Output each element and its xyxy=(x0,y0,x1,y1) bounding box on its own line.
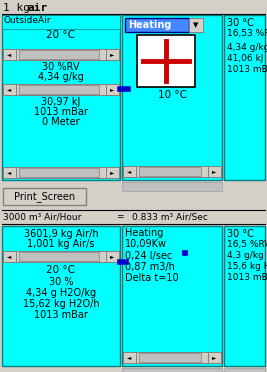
Text: 3601,9 kg Air/h: 3601,9 kg Air/h xyxy=(24,229,98,239)
Text: Heating: Heating xyxy=(128,20,171,30)
Bar xyxy=(19,252,99,261)
Bar xyxy=(224,15,265,180)
Bar xyxy=(182,250,187,255)
Text: 4,34 g/kg: 4,34 g/kg xyxy=(38,72,84,82)
Text: 1,001 kg Air/s: 1,001 kg Air/s xyxy=(27,239,95,249)
Text: 20 °C: 20 °C xyxy=(46,30,76,40)
Bar xyxy=(3,49,16,60)
Text: ►: ► xyxy=(110,254,115,259)
Text: ◄: ◄ xyxy=(7,52,12,57)
Text: 4,3 g/kg: 4,3 g/kg xyxy=(227,251,264,260)
Text: 16,5 %RV: 16,5 %RV xyxy=(227,240,267,249)
Text: 0 Meter: 0 Meter xyxy=(42,117,80,127)
Text: ►: ► xyxy=(212,169,217,174)
Bar xyxy=(3,84,119,95)
Text: 0,24 l/sec: 0,24 l/sec xyxy=(125,251,172,261)
Text: ◄: ◄ xyxy=(7,254,12,259)
Bar xyxy=(122,182,222,191)
Bar xyxy=(122,226,222,366)
Text: ►: ► xyxy=(110,52,115,57)
Text: 3000 m³ Air/Hour: 3000 m³ Air/Hour xyxy=(3,212,81,221)
Bar xyxy=(123,166,221,177)
Bar xyxy=(106,167,119,178)
Text: 41,06 kJ: 41,06 kJ xyxy=(227,54,263,63)
Text: 20 °C: 20 °C xyxy=(46,265,76,275)
Bar xyxy=(208,352,221,363)
Text: 1013 mBar: 1013 mBar xyxy=(227,273,267,282)
Text: =: = xyxy=(116,212,124,221)
Text: 10,09Kw: 10,09Kw xyxy=(125,239,167,249)
Text: Delta t=10: Delta t=10 xyxy=(125,273,179,283)
Bar xyxy=(137,35,195,87)
Text: ◄: ◄ xyxy=(127,169,132,174)
Bar xyxy=(3,188,86,205)
Text: Heating: Heating xyxy=(125,228,163,238)
Text: ▼: ▼ xyxy=(193,22,199,28)
Text: 4,34 g/kg: 4,34 g/kg xyxy=(227,43,267,52)
Text: 30 %: 30 % xyxy=(49,277,73,287)
Bar xyxy=(122,368,222,372)
Text: 30,97 kJ: 30,97 kJ xyxy=(41,97,81,107)
Text: 10 °C: 10 °C xyxy=(158,90,187,100)
Text: 1013 mBar: 1013 mBar xyxy=(34,107,88,117)
Bar xyxy=(125,18,189,32)
Text: ◄: ◄ xyxy=(7,170,12,175)
Text: ►: ► xyxy=(110,170,115,175)
Text: 30 °C: 30 °C xyxy=(227,18,254,28)
Bar xyxy=(3,49,119,60)
Bar xyxy=(3,167,16,178)
Bar xyxy=(2,226,120,366)
Bar xyxy=(208,166,221,177)
Bar xyxy=(3,167,119,178)
Text: ◄: ◄ xyxy=(7,87,12,92)
Text: air: air xyxy=(27,3,47,13)
Text: 15,62 kg H2O/h: 15,62 kg H2O/h xyxy=(23,299,99,309)
Text: OutsideAir: OutsideAir xyxy=(4,16,52,25)
Text: ◄: ◄ xyxy=(127,355,132,360)
Text: 0.833 m³ Air/Sec: 0.833 m³ Air/Sec xyxy=(132,212,208,221)
Text: 16,53 %RV: 16,53 %RV xyxy=(227,29,267,38)
Text: 15,6 kg H2O: 15,6 kg H2O xyxy=(227,262,267,271)
Bar xyxy=(2,15,120,29)
Bar xyxy=(122,15,222,180)
Bar xyxy=(106,251,119,262)
Bar xyxy=(139,167,201,176)
Text: 4,34 g H2O/kg: 4,34 g H2O/kg xyxy=(26,288,96,298)
Bar xyxy=(106,84,119,95)
Bar xyxy=(224,226,265,366)
Bar xyxy=(224,368,265,372)
Bar xyxy=(123,352,221,363)
Text: ►: ► xyxy=(110,87,115,92)
Bar xyxy=(3,84,16,95)
Text: 30 %RV: 30 %RV xyxy=(42,62,80,72)
Text: 0,87 m3/h: 0,87 m3/h xyxy=(125,262,175,272)
Bar xyxy=(19,85,99,94)
Bar xyxy=(123,166,136,177)
Bar xyxy=(2,15,120,180)
Bar xyxy=(3,251,16,262)
Bar xyxy=(19,50,99,59)
Bar xyxy=(19,168,99,177)
Text: 1013 mBar: 1013 mBar xyxy=(227,65,267,74)
Bar xyxy=(3,251,119,262)
Bar xyxy=(123,352,136,363)
Bar xyxy=(139,353,201,362)
Text: 30 °C: 30 °C xyxy=(227,229,254,239)
Bar xyxy=(106,49,119,60)
Text: Print_Screen: Print_Screen xyxy=(14,191,75,202)
Bar xyxy=(189,18,203,32)
Text: 1 kg: 1 kg xyxy=(3,3,37,13)
Text: 1013 mBar: 1013 mBar xyxy=(34,310,88,320)
Text: ►: ► xyxy=(212,355,217,360)
